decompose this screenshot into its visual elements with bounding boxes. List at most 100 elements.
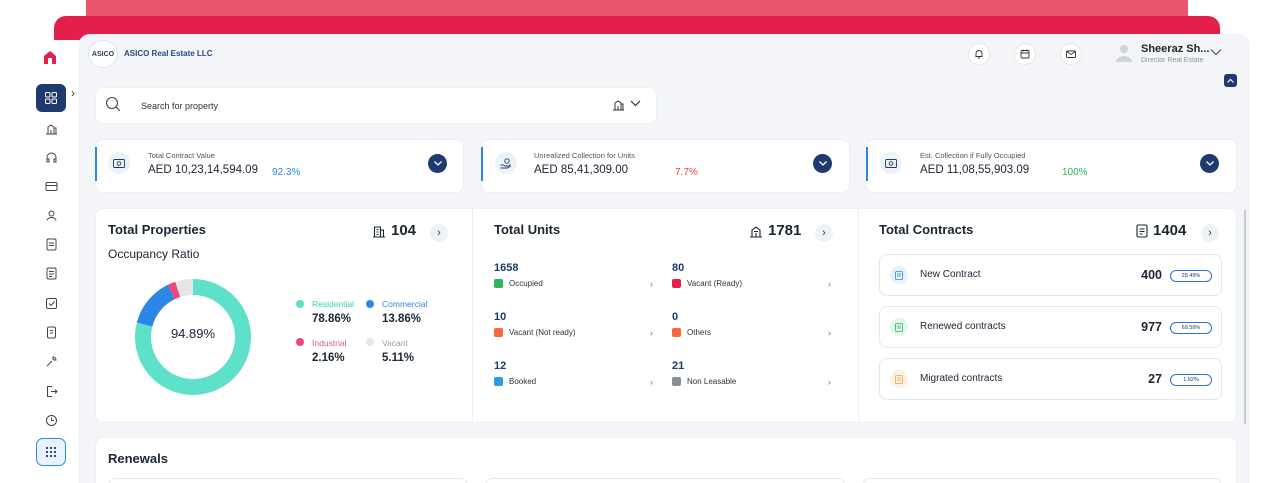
building-filter-icon[interactable]: [612, 98, 625, 111]
unit-value: 12: [494, 360, 507, 372]
company-name: ASICO Real Estate LLC: [124, 49, 213, 58]
sidebar-item-history[interactable]: [44, 413, 58, 427]
app-logo-icon: [44, 51, 56, 64]
sidebar-item-documents[interactable]: [44, 237, 58, 251]
unit-label: Non Leasable: [687, 377, 737, 386]
contract-label: Renewed contracts: [920, 321, 1006, 332]
legend-dot-commercial: [366, 300, 374, 308]
dashboard-icon: [45, 92, 57, 104]
chevron-right-icon: ›: [437, 227, 441, 239]
divider: [858, 208, 859, 423]
renewals-panel: [862, 478, 1222, 483]
properties-more-button[interactable]: ›: [430, 224, 448, 242]
unit-label: Others: [687, 328, 712, 337]
chevron-right-icon: ›: [822, 227, 826, 239]
chevron-right-icon[interactable]: ›: [828, 328, 831, 338]
units-count: 1781: [749, 222, 801, 239]
calendar-button[interactable]: [1014, 43, 1036, 65]
legend-dot-vacant: [366, 338, 374, 346]
messages-button[interactable]: [1060, 43, 1082, 65]
unit-color-swatch: [494, 279, 503, 288]
contract-value: 400: [1141, 268, 1162, 282]
unit-color-swatch: [672, 377, 681, 386]
contracts-title: Total Contracts: [879, 222, 974, 237]
avatar[interactable]: [1115, 43, 1133, 63]
unit-label: Occupied: [509, 279, 543, 288]
contract-row-migrated[interactable]: [879, 358, 1222, 400]
user-name[interactable]: Sheeraz Sh...: [1141, 43, 1210, 55]
properties-title: Total Properties: [108, 222, 207, 237]
unit-color-swatch: [672, 279, 681, 288]
contracts-more-button[interactable]: ›: [1201, 224, 1219, 242]
unit-label: Vacant (Ready): [687, 279, 742, 288]
unit-value: 21: [672, 360, 685, 372]
stat-accent-bar: [481, 147, 483, 181]
contract-row-renewed[interactable]: [879, 306, 1222, 348]
contracts-count: 1404: [1136, 222, 1186, 239]
stat-value: AED 85,41,309.00: [534, 164, 628, 176]
search-input[interactable]: Search for property: [141, 101, 219, 111]
unit-color-swatch: [672, 328, 681, 337]
mail-icon: [1066, 50, 1076, 58]
legend-label: Residential: [312, 299, 355, 309]
contract-icon: [890, 370, 908, 388]
chevron-right-icon[interactable]: ›: [650, 328, 653, 338]
sidebar-item-maintenance[interactable]: [44, 354, 58, 368]
legend-label: Industrial: [312, 338, 347, 348]
stat-card-contract-value: [95, 139, 464, 193]
sidebar-expand-icon[interactable]: ›: [71, 86, 75, 100]
contract-value: 977: [1141, 320, 1162, 334]
hand-coin-icon: [495, 152, 517, 174]
stat-card-unrealized: [481, 139, 850, 193]
sidebar-item-support[interactable]: [44, 150, 58, 164]
chevron-right-icon[interactable]: ›: [650, 279, 653, 289]
users-icon: [46, 210, 56, 221]
wrench-icon: [46, 355, 57, 366]
clock-icon: [45, 414, 57, 426]
stat-dropdown-button[interactable]: [813, 154, 832, 173]
chevron-down-icon[interactable]: [1210, 48, 1222, 56]
stat-dropdown-button[interactable]: [428, 154, 447, 173]
chevron-right-icon[interactable]: ›: [650, 377, 653, 387]
contract-label: New Contract: [920, 269, 981, 280]
chevron-right-icon[interactable]: ›: [828, 377, 831, 387]
search-icon[interactable]: [105, 96, 121, 112]
property-search-bar[interactable]: [95, 87, 657, 124]
renewals-panel: [108, 478, 468, 483]
contract-icon: [890, 266, 908, 284]
scrollbar[interactable]: [1244, 210, 1246, 424]
chevron-down-icon: [433, 161, 442, 166]
sidebar-item-receipts[interactable]: [44, 325, 58, 339]
chevron-down-icon[interactable]: [630, 100, 641, 107]
contract-icon: [890, 318, 908, 336]
sidebar-item-invoices[interactable]: [44, 266, 58, 280]
units-more-button[interactable]: ›: [815, 224, 833, 242]
chevron-up-icon: [1227, 78, 1234, 83]
legend-label: Vacant: [382, 338, 408, 348]
notifications-button[interactable]: [968, 43, 990, 65]
chevron-right-icon[interactable]: ›: [828, 279, 831, 289]
sidebar-item-tenants[interactable]: [44, 208, 58, 222]
sidebar-item-dashboard[interactable]: [36, 84, 66, 112]
collapse-button[interactable]: [1224, 74, 1237, 87]
contract-percent-badge: 1.92%: [1170, 374, 1212, 386]
sidebar-apps-button[interactable]: [36, 438, 66, 466]
sidebar: [0, 40, 78, 483]
chevron-down-icon: [818, 161, 827, 166]
donut-segment-vacant: [135, 279, 251, 395]
sidebar-item-tasks[interactable]: [44, 296, 58, 310]
unit-label: Vacant (Not ready): [509, 328, 576, 337]
document-icon: [46, 238, 56, 250]
contract-percent-badge: 69.59%: [1170, 322, 1212, 334]
stat-dropdown-button[interactable]: [1200, 154, 1219, 173]
sidebar-item-properties[interactable]: [44, 121, 58, 135]
document-icon: [1136, 223, 1148, 238]
sidebar-item-moveout[interactable]: [44, 384, 58, 398]
building-icon: [373, 225, 385, 238]
stat-value: AED 10,23,14,594.09: [148, 164, 258, 176]
properties-count: 104: [372, 222, 416, 239]
occupancy-donut: [135, 279, 251, 395]
legend-value: 2.16%: [312, 352, 345, 364]
contract-row-new[interactable]: [879, 254, 1222, 296]
sidebar-item-finance[interactable]: [44, 179, 58, 193]
